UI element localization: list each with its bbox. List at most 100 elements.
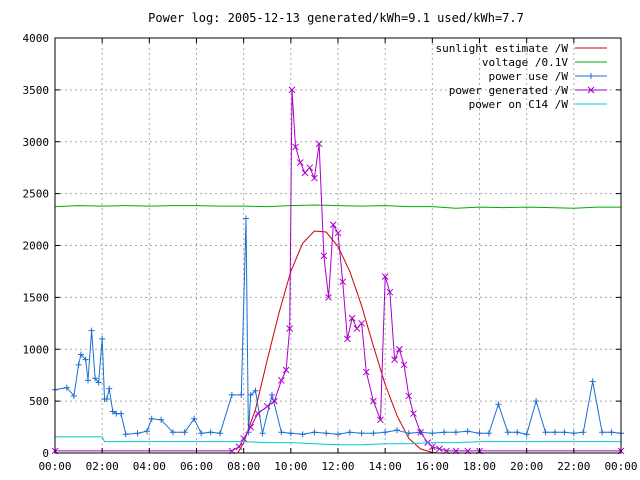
data-point xyxy=(358,319,365,327)
data-point xyxy=(325,294,332,301)
data-point xyxy=(247,423,255,431)
data-point xyxy=(436,445,443,453)
data-point xyxy=(391,356,398,363)
data-point xyxy=(580,429,587,436)
data-point xyxy=(382,429,389,436)
data-point xyxy=(278,377,285,384)
y-tick-label: 1000 xyxy=(23,343,50,356)
data-point xyxy=(299,431,306,438)
data-point xyxy=(207,429,214,436)
x-tick-label: 02:00 xyxy=(86,460,119,473)
data-point xyxy=(252,387,259,394)
data-point xyxy=(335,431,341,438)
x-tick-label: 18:00 xyxy=(463,460,496,473)
chart-title: Power log: 2005-12-13 generated/kWh=9.1 … xyxy=(148,11,524,25)
data-point xyxy=(75,361,82,368)
x-tick-label: 00:00 xyxy=(604,460,637,473)
data-point xyxy=(288,86,296,94)
data-point xyxy=(77,351,84,358)
data-point xyxy=(106,385,113,392)
x-tick-label: 00:00 xyxy=(38,460,71,473)
data-point xyxy=(95,379,102,386)
data-point xyxy=(334,229,342,237)
data-point xyxy=(410,410,417,417)
legend-label: power on C14 /W xyxy=(469,98,569,111)
data-point xyxy=(587,86,595,94)
x-tick-label: 12:00 xyxy=(321,460,354,473)
data-point xyxy=(292,143,299,151)
data-point xyxy=(235,443,243,451)
data-point xyxy=(320,252,328,260)
axes: 0 500 1000 1500 2000 2500 3000 3500 4000 00:00 02:… xyxy=(23,32,638,473)
series-group xyxy=(51,86,625,455)
y-tick-label: 3500 xyxy=(23,84,50,97)
grid xyxy=(55,38,621,453)
data-point xyxy=(282,366,290,374)
data-point xyxy=(311,429,318,436)
data-point xyxy=(429,430,436,437)
data-point xyxy=(311,174,318,182)
data-point xyxy=(228,391,235,398)
data-point xyxy=(599,429,606,436)
y-tick-label: 500 xyxy=(29,395,49,408)
data-point xyxy=(109,408,116,415)
data-point xyxy=(377,416,384,424)
legend-label: voltage /0.1V xyxy=(482,56,568,69)
data-point xyxy=(417,428,424,436)
x-tick-label: 14:00 xyxy=(369,460,402,473)
data-point xyxy=(405,430,412,437)
data-point xyxy=(589,378,596,385)
data-point xyxy=(238,391,245,398)
data-point xyxy=(254,410,262,417)
data-point xyxy=(315,140,323,148)
data-point xyxy=(608,429,615,436)
data-point xyxy=(88,327,95,334)
y-tick-label: 4000 xyxy=(23,32,50,45)
y-tick-label: 3000 xyxy=(23,136,50,149)
series-group xyxy=(237,230,439,454)
y-tick-label: 0 xyxy=(42,447,49,460)
data-point xyxy=(588,73,594,79)
data-point xyxy=(286,325,294,332)
data-point xyxy=(551,429,558,436)
data-point xyxy=(82,356,89,363)
data-point xyxy=(181,429,188,436)
data-point xyxy=(323,430,330,437)
data-point xyxy=(344,335,351,343)
data-point xyxy=(381,273,389,280)
data-point xyxy=(533,398,540,405)
data-point xyxy=(476,430,483,437)
y-tick-label: 2500 xyxy=(23,188,50,201)
data-point xyxy=(370,430,377,437)
data-point xyxy=(122,431,129,438)
data-point xyxy=(464,428,471,435)
series-line xyxy=(54,204,621,209)
data-point xyxy=(287,430,294,437)
data-point xyxy=(247,391,254,398)
data-point xyxy=(296,159,304,166)
data-point xyxy=(428,443,436,451)
x-tick-label: 10:00 xyxy=(274,460,307,473)
data-point xyxy=(370,397,377,405)
data-point xyxy=(495,401,502,408)
data-point xyxy=(452,429,459,436)
data-point xyxy=(362,368,370,376)
series-line xyxy=(55,436,621,446)
data-point xyxy=(198,430,205,437)
data-point xyxy=(485,430,492,437)
data-point xyxy=(339,278,347,286)
data-point xyxy=(441,429,448,436)
data-point xyxy=(395,345,403,353)
x-tick-label: 06:00 xyxy=(180,460,213,473)
data-point xyxy=(134,430,141,437)
data-point xyxy=(542,429,549,436)
y-tick-label: 2000 xyxy=(23,240,50,253)
data-point xyxy=(148,415,155,422)
data-point xyxy=(240,435,248,442)
data-point xyxy=(393,427,400,434)
data-point xyxy=(346,429,353,436)
x-tick-label: 08:00 xyxy=(227,460,260,473)
series-group xyxy=(55,436,621,446)
